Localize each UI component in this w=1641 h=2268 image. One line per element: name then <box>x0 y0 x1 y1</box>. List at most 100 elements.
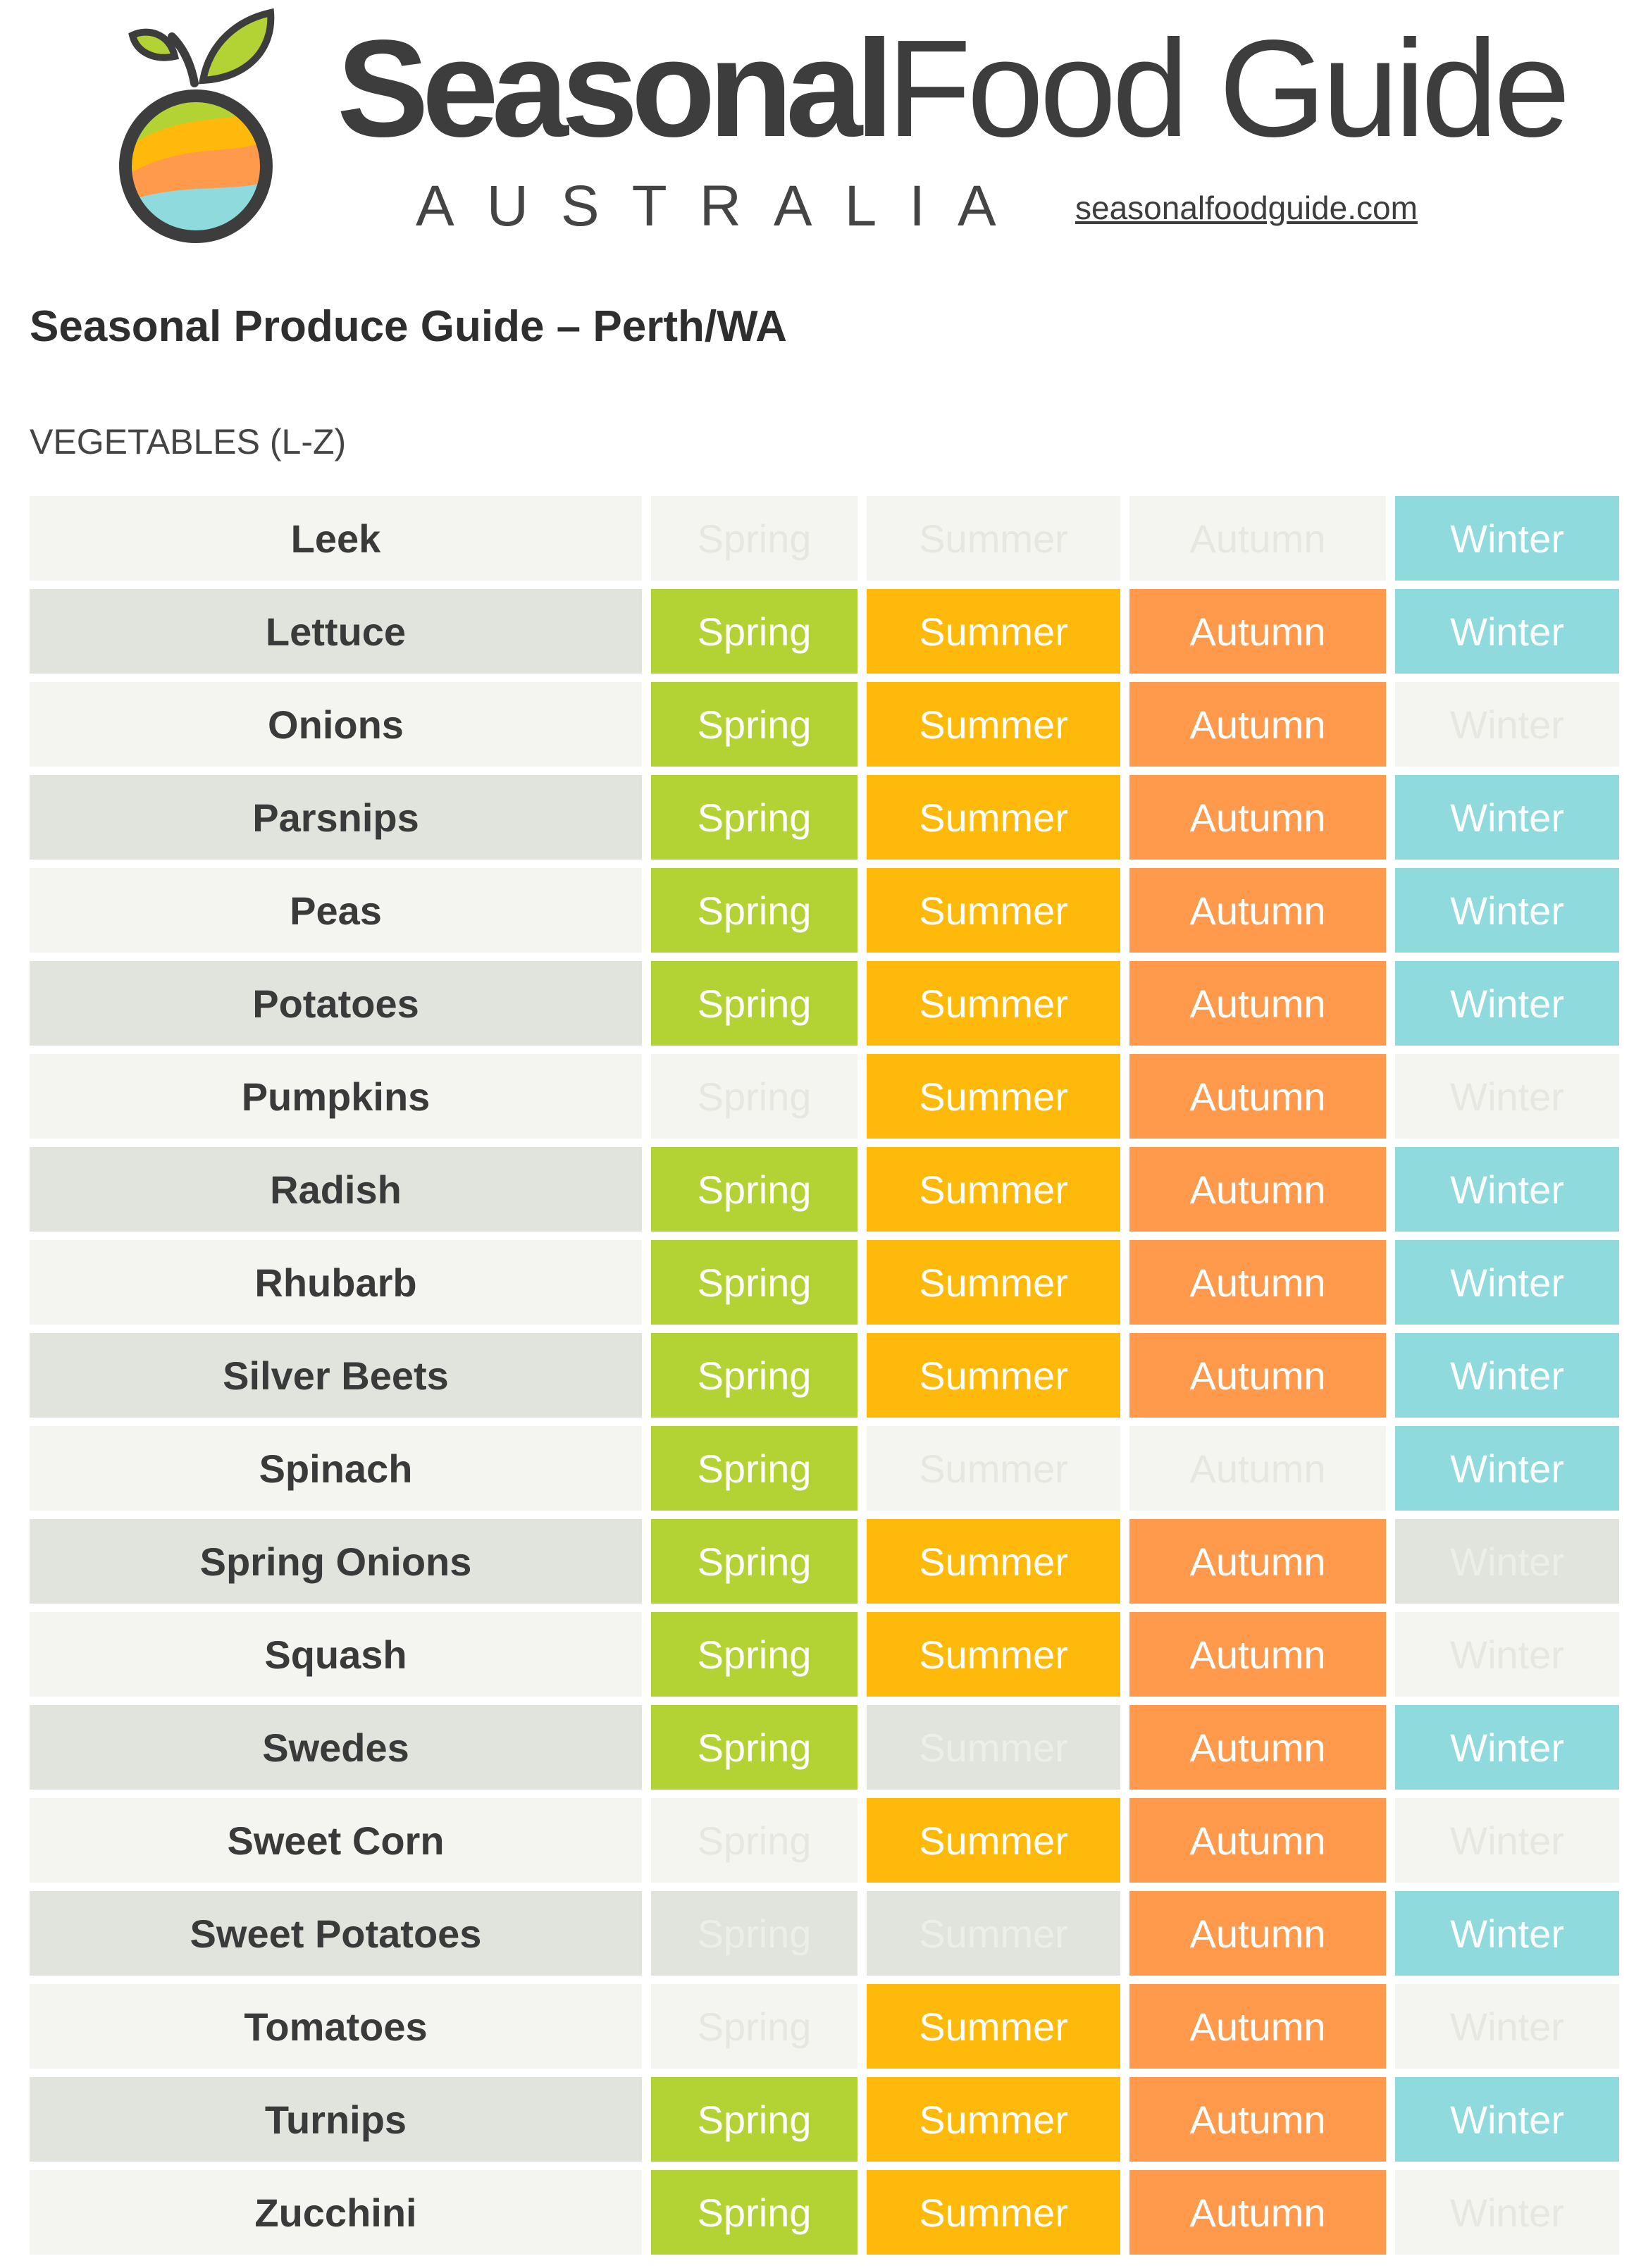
autumn-season-cell: Autumn <box>1129 2170 1386 2255</box>
spring-season-cell: Spring <box>651 775 857 860</box>
spring-season-cell: Spring <box>651 1519 857 1604</box>
produce-name: Pumpkins <box>30 1054 642 1139</box>
winter-season-cell: Winter <box>1395 775 1619 860</box>
spring-season-cell: Spring <box>651 1798 857 1883</box>
summer-season-cell: Summer <box>867 1333 1120 1418</box>
winter-season-cell: Winter <box>1395 961 1619 1046</box>
summer-season-cell: Summer <box>867 1612 1120 1697</box>
summer-season-cell: Summer <box>867 682 1120 767</box>
winter-season-cell: Winter <box>1395 1705 1619 1790</box>
produce-name: Rhubarb <box>30 1240 642 1325</box>
spring-season-cell: Spring <box>651 1333 857 1418</box>
summer-season-cell: Summer <box>867 1054 1120 1139</box>
autumn-season-cell: Autumn <box>1129 1426 1386 1511</box>
summer-season-cell: Summer <box>867 1984 1120 2069</box>
summer-season-cell: Summer <box>867 1798 1120 1883</box>
section-label: VEGETABLES (L-Z) <box>30 422 347 461</box>
autumn-season-cell: Autumn <box>1129 1705 1386 1790</box>
winter-season-cell: Winter <box>1395 682 1619 767</box>
summer-season-cell: Summer <box>867 1240 1120 1325</box>
produce-name: Leek <box>30 496 642 581</box>
spring-season-cell: Spring <box>651 1426 857 1511</box>
spring-season-cell: Spring <box>651 589 857 674</box>
summer-season-cell: Summer <box>867 1705 1120 1790</box>
autumn-season-cell: Autumn <box>1129 1984 1386 2069</box>
autumn-season-cell: Autumn <box>1129 1147 1386 1232</box>
autumn-season-cell: Autumn <box>1129 1891 1386 1976</box>
autumn-season-cell: Autumn <box>1129 961 1386 1046</box>
spring-season-cell: Spring <box>651 961 857 1046</box>
winter-season-cell: Winter <box>1395 496 1619 581</box>
produce-name: Spring Onions <box>30 1519 642 1604</box>
summer-season-cell: Summer <box>867 2170 1120 2255</box>
produce-name: Potatoes <box>30 961 642 1046</box>
produce-name: Lettuce <box>30 589 642 674</box>
brand-title-regular: Food Guide <box>886 11 1571 166</box>
winter-season-cell: Winter <box>1395 1519 1619 1604</box>
produce-name: Onions <box>30 682 642 767</box>
produce-name: Sweet Corn <box>30 1798 642 1883</box>
summer-season-cell: Summer <box>867 1147 1120 1232</box>
summer-season-cell: Summer <box>867 2077 1120 2162</box>
spring-season-cell: Spring <box>651 2170 857 2255</box>
produce-name: Squash <box>30 1612 642 1697</box>
autumn-season-cell: Autumn <box>1129 1612 1386 1697</box>
website-link[interactable]: seasonalfoodguide.com <box>1075 190 1418 226</box>
autumn-season-cell: Autumn <box>1129 1798 1386 1883</box>
produce-name: Parsnips <box>30 775 642 860</box>
spring-season-cell: Spring <box>651 1147 857 1232</box>
produce-name: Spinach <box>30 1426 642 1511</box>
winter-season-cell: Winter <box>1395 1240 1619 1325</box>
autumn-season-cell: Autumn <box>1129 1054 1386 1139</box>
winter-season-cell: Winter <box>1395 1612 1619 1697</box>
spring-season-cell: Spring <box>651 682 857 767</box>
summer-season-cell: Summer <box>867 496 1120 581</box>
brand-title-bold: Seasonal <box>337 11 894 166</box>
spring-season-cell: Spring <box>651 1984 857 2069</box>
produce-name: Tomatoes <box>30 1984 642 2069</box>
produce-name: Silver Beets <box>30 1333 642 1418</box>
produce-name: Turnips <box>30 2077 642 2162</box>
produce-name: Swedes <box>30 1705 642 1790</box>
seasonal-produce-table: Leek Spring Summer Autumn Winter Lettuce Sprin… <box>30 496 1619 2255</box>
spring-season-cell: Spring <box>651 496 857 581</box>
summer-season-cell: Summer <box>867 1426 1120 1511</box>
spring-season-cell: Spring <box>651 1612 857 1697</box>
produce-name: Zucchini <box>30 2170 642 2255</box>
autumn-season-cell: Autumn <box>1129 2077 1386 2162</box>
page-title: Seasonal Produce Guide – Perth/WA <box>30 302 787 351</box>
spring-season-cell: Spring <box>651 1891 857 1976</box>
autumn-season-cell: Autumn <box>1129 1519 1386 1604</box>
summer-season-cell: Summer <box>867 1519 1120 1604</box>
brand-country: AUSTRALIA <box>416 174 1029 238</box>
produce-name: Peas <box>30 868 642 953</box>
winter-season-cell: Winter <box>1395 1333 1619 1418</box>
winter-season-cell: Winter <box>1395 868 1619 953</box>
autumn-season-cell: Autumn <box>1129 682 1386 767</box>
spring-season-cell: Spring <box>651 1054 857 1139</box>
winter-season-cell: Winter <box>1395 1054 1619 1139</box>
brand-title: SeasonalFood Guide <box>337 20 1571 158</box>
autumn-season-cell: Autumn <box>1129 868 1386 953</box>
seasonal-food-guide-logo-icon <box>119 8 275 243</box>
produce-name: Sweet Potatoes <box>30 1891 642 1976</box>
summer-season-cell: Summer <box>867 1891 1120 1976</box>
autumn-season-cell: Autumn <box>1129 496 1386 581</box>
winter-season-cell: Winter <box>1395 589 1619 674</box>
winter-season-cell: Winter <box>1395 1798 1619 1883</box>
summer-season-cell: Summer <box>867 868 1120 953</box>
autumn-season-cell: Autumn <box>1129 1240 1386 1325</box>
spring-season-cell: Spring <box>651 2077 857 2162</box>
winter-season-cell: Winter <box>1395 1426 1619 1511</box>
winter-season-cell: Winter <box>1395 1984 1619 2069</box>
summer-season-cell: Summer <box>867 589 1120 674</box>
summer-season-cell: Summer <box>867 775 1120 860</box>
autumn-season-cell: Autumn <box>1129 1333 1386 1418</box>
winter-season-cell: Winter <box>1395 1147 1619 1232</box>
spring-season-cell: Spring <box>651 868 857 953</box>
spring-season-cell: Spring <box>651 1240 857 1325</box>
autumn-season-cell: Autumn <box>1129 775 1386 860</box>
spring-season-cell: Spring <box>651 1705 857 1790</box>
winter-season-cell: Winter <box>1395 1891 1619 1976</box>
winter-season-cell: Winter <box>1395 2077 1619 2162</box>
